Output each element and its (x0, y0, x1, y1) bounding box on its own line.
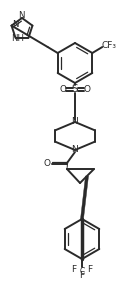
Text: O: O (43, 159, 50, 168)
Text: O: O (84, 84, 91, 93)
Text: N: N (12, 20, 18, 29)
Text: NH: NH (12, 34, 24, 43)
Polygon shape (67, 163, 68, 170)
Text: F: F (71, 265, 77, 274)
Text: F: F (79, 271, 85, 279)
Text: CF₃: CF₃ (102, 40, 117, 49)
Text: S: S (72, 84, 78, 94)
Text: F: F (87, 265, 93, 274)
Text: N: N (18, 10, 24, 19)
Text: N: N (72, 146, 78, 155)
Polygon shape (81, 176, 88, 219)
Text: O: O (59, 84, 66, 93)
Text: N: N (72, 116, 78, 125)
Text: C: C (79, 267, 85, 276)
